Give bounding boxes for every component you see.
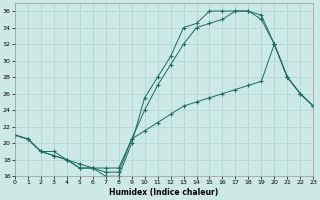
X-axis label: Humidex (Indice chaleur): Humidex (Indice chaleur) — [109, 188, 219, 197]
